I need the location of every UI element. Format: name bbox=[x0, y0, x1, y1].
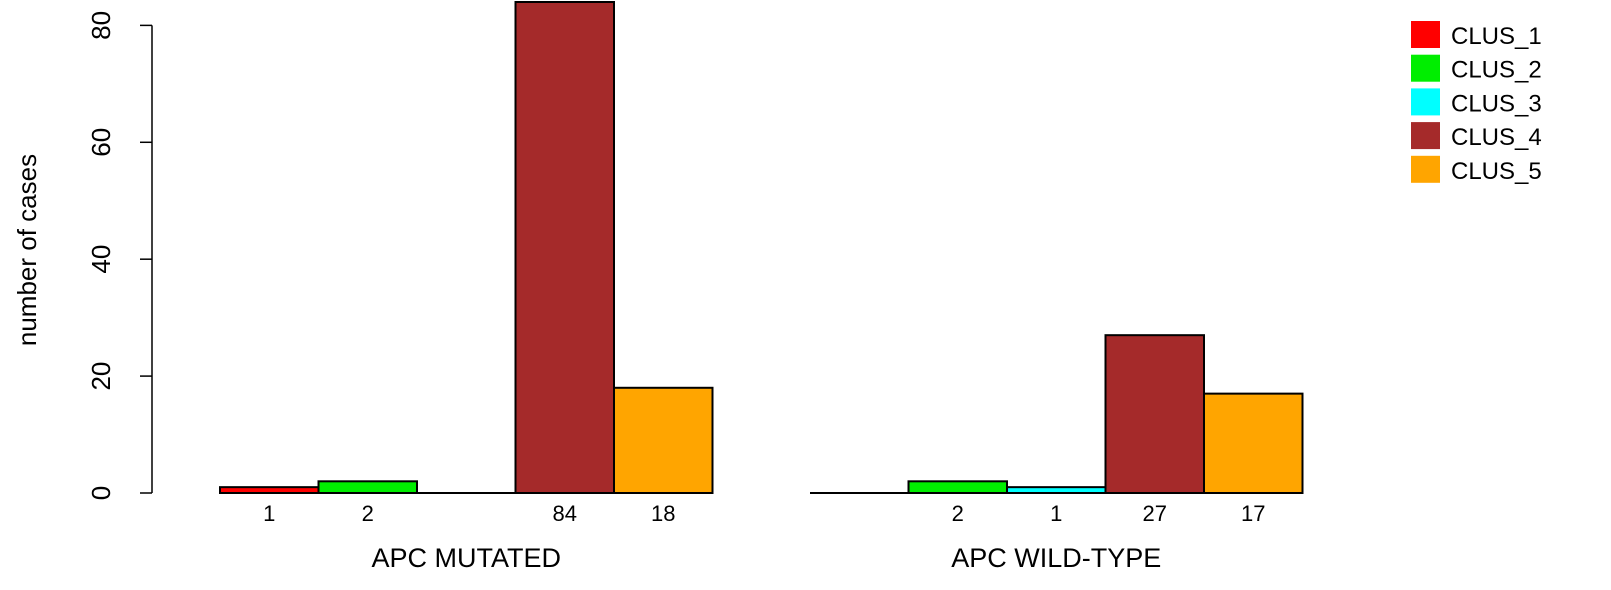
legend: CLUS_1 CLUS_2 CLUS_3 CLUS_4 CLUS_5 bbox=[1411, 21, 1542, 185]
group-label: APC WILD-TYPE bbox=[951, 543, 1161, 573]
bar-value-label: 2 bbox=[362, 501, 374, 526]
legend-swatch bbox=[1411, 122, 1440, 150]
legend-swatch bbox=[1411, 88, 1440, 116]
y-axis-label: number of cases bbox=[12, 154, 42, 346]
bar-value-label: 2 bbox=[952, 501, 964, 526]
legend-label: CLUS_1 bbox=[1451, 23, 1542, 50]
legend-swatch bbox=[1411, 155, 1440, 183]
y-tick-label: 20 bbox=[86, 362, 116, 391]
bar-clus-2 bbox=[907, 480, 1008, 494]
bar-value-label: 1 bbox=[1050, 501, 1062, 526]
bar-value-label: 18 bbox=[651, 501, 675, 526]
legend-label: CLUS_3 bbox=[1451, 90, 1542, 117]
bar-value-label: 27 bbox=[1143, 501, 1167, 526]
y-tick-label: 40 bbox=[86, 245, 116, 274]
legend-label: CLUS_5 bbox=[1451, 158, 1542, 185]
bar-clus-4 bbox=[514, 1, 615, 494]
bar-clus-1 bbox=[219, 486, 320, 494]
bar-value-label: 17 bbox=[1241, 501, 1265, 526]
bar-clus-4 bbox=[1104, 334, 1205, 494]
legend-label: CLUS_4 bbox=[1451, 124, 1542, 151]
bars: 1 2 84 18 APC MUTATED 2 1 27 17 APC WILD-TYPE bbox=[219, 1, 1304, 573]
y-tick-label: 60 bbox=[86, 128, 116, 157]
bar-clus-3 bbox=[1006, 486, 1107, 494]
bar-clus-2 bbox=[317, 480, 418, 494]
bar-value-label: 1 bbox=[263, 501, 275, 526]
y-axis: 0 20 40 60 80 bbox=[86, 11, 153, 500]
legend-swatch bbox=[1411, 54, 1440, 82]
legend-swatch bbox=[1411, 21, 1440, 48]
group-label: APC MUTATED bbox=[371, 543, 561, 573]
y-tick-label: 80 bbox=[86, 11, 116, 40]
bar-value-label: 84 bbox=[553, 501, 577, 526]
bar-clus-5 bbox=[613, 386, 714, 494]
legend-label: CLUS_2 bbox=[1451, 57, 1542, 84]
y-tick-label: 0 bbox=[86, 486, 116, 500]
bar-clus-5 bbox=[1203, 392, 1304, 494]
